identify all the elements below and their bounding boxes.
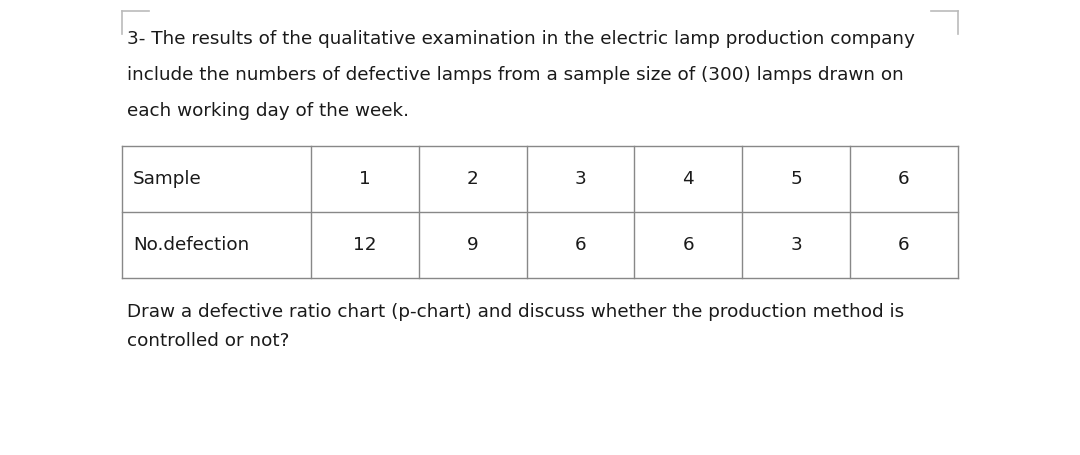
Text: 4: 4 (683, 170, 694, 187)
Text: 2: 2 (467, 170, 478, 187)
Text: 3- The results of the qualitative examination in the electric lamp production co: 3- The results of the qualitative examin… (127, 30, 916, 48)
Text: 6: 6 (683, 236, 694, 253)
Text: 1: 1 (359, 170, 370, 187)
Text: 9: 9 (467, 236, 478, 253)
Text: Draw a defective ratio chart (p-chart) and discuss whether the production method: Draw a defective ratio chart (p-chart) a… (127, 303, 905, 321)
Text: controlled or not?: controlled or not? (127, 332, 289, 350)
Text: 3: 3 (791, 236, 802, 253)
Text: 3: 3 (575, 170, 586, 187)
Text: include the numbers of defective lamps from a sample size of (300) lamps drawn o: include the numbers of defective lamps f… (127, 66, 904, 84)
Text: No.defection: No.defection (133, 236, 249, 253)
Text: Sample: Sample (133, 170, 202, 187)
Text: 6: 6 (575, 236, 586, 253)
Text: 12: 12 (353, 236, 377, 253)
Text: each working day of the week.: each working day of the week. (127, 102, 409, 121)
Text: 6: 6 (899, 170, 909, 187)
Text: 6: 6 (899, 236, 909, 253)
Text: 5: 5 (791, 170, 802, 187)
